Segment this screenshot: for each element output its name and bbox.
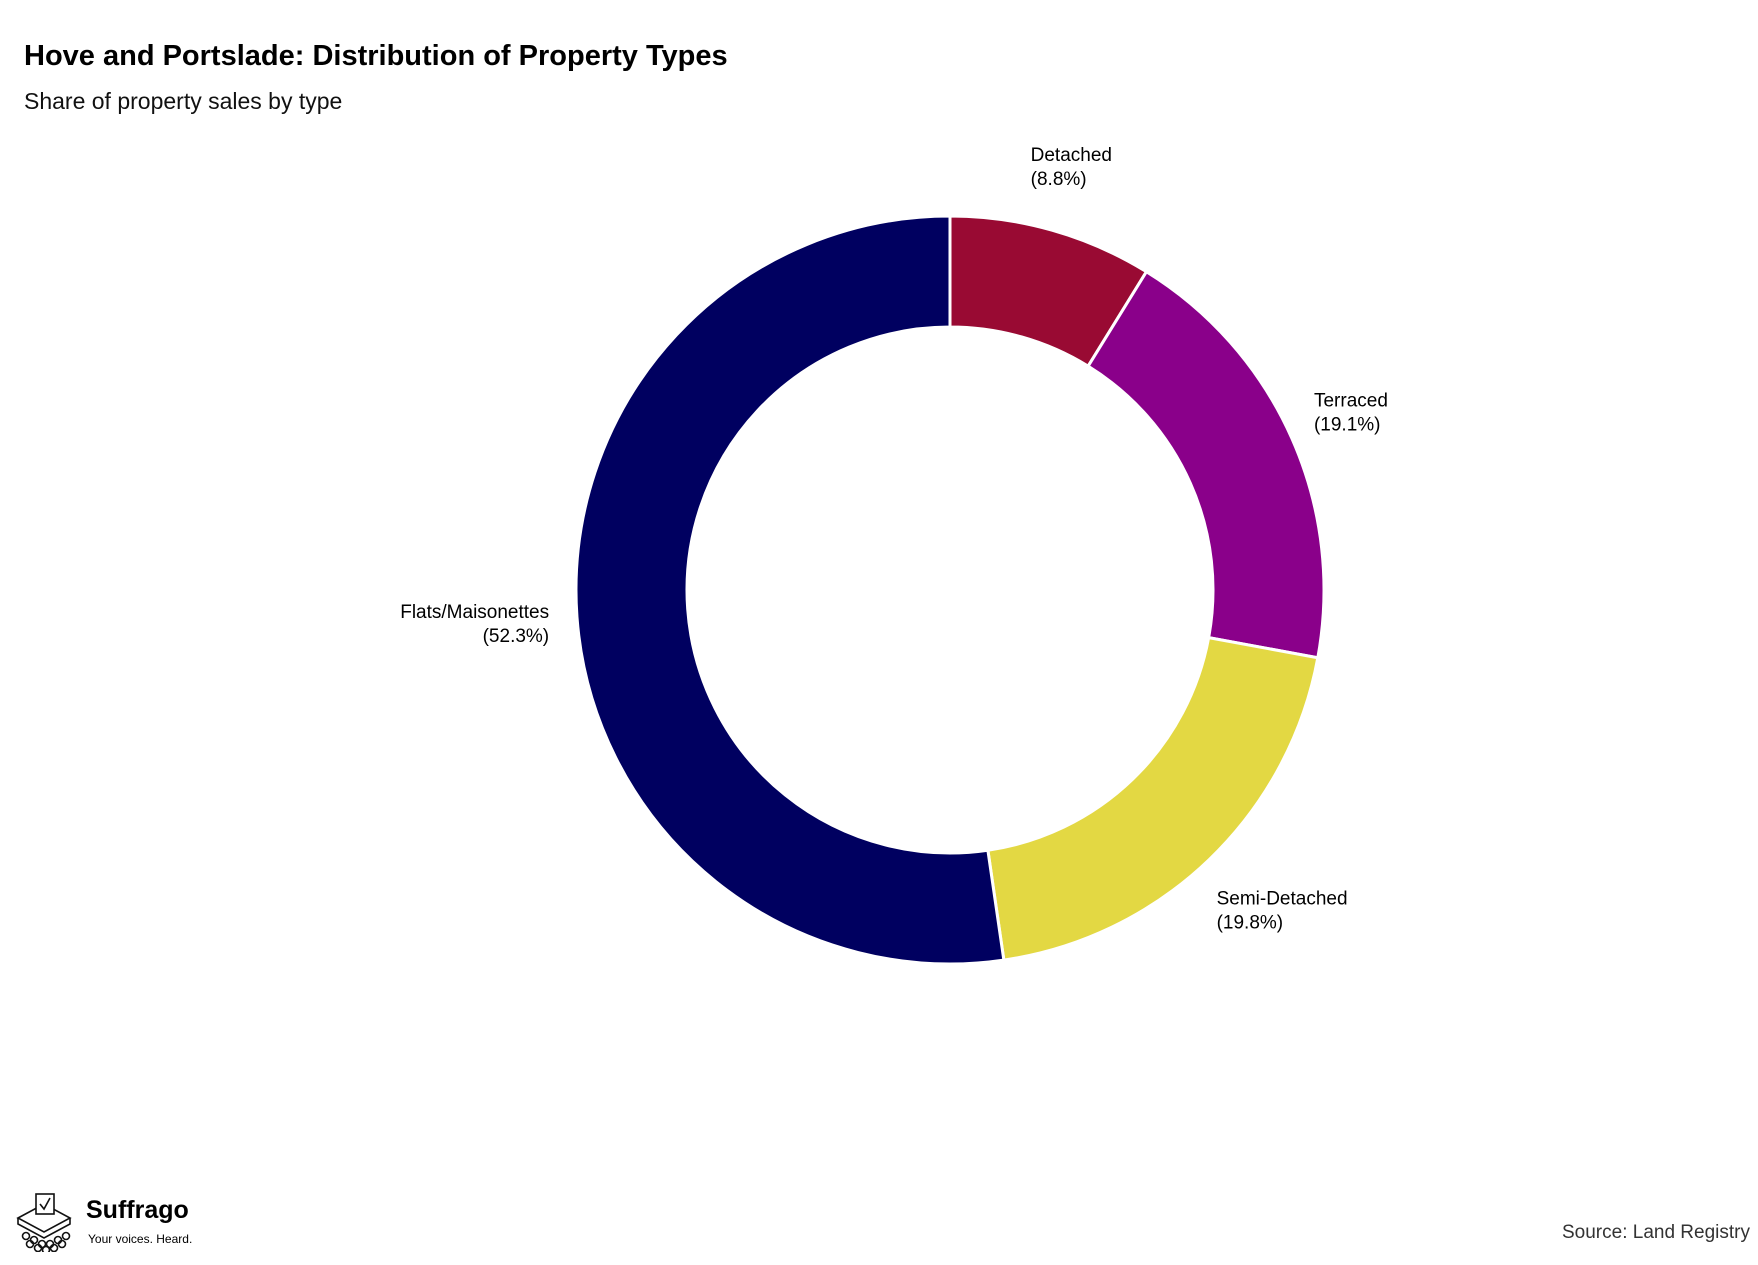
ballot-box-crowd-icon bbox=[16, 1193, 72, 1252]
slice-name-detached: Detached bbox=[1031, 145, 1112, 166]
slice-name-flats-maisonettes: Flats/Maisonettes bbox=[400, 602, 549, 623]
source-note: Source: Land Registry bbox=[1562, 1222, 1750, 1243]
slice-name-semi-detached: Semi-Detached bbox=[1217, 888, 1348, 909]
slice-value-flats-maisonettes: (52.3%) bbox=[483, 626, 550, 647]
brand-name: Suffrago bbox=[86, 1196, 189, 1224]
brand-tagline: Your voices. Heard. bbox=[88, 1232, 193, 1246]
slice-labels: Detached (8.8%) Terraced (19.1%) Semi-Detach… bbox=[400, 145, 1388, 934]
slice-value-semi-detached: (19.8%) bbox=[1217, 912, 1284, 933]
chart-subtitle: Share of property sales by type bbox=[24, 88, 343, 114]
slice-terraced bbox=[1086, 269, 1326, 660]
chart-title: Hove and Portslade: Distribution of Prop… bbox=[24, 40, 728, 72]
slice-value-terraced: (19.1%) bbox=[1314, 415, 1381, 436]
donut-slices bbox=[574, 214, 1326, 966]
slice-name-terraced: Terraced bbox=[1314, 391, 1388, 412]
slice-value-detached: (8.8%) bbox=[1031, 169, 1087, 190]
slice-flats-maisonettes bbox=[574, 214, 1006, 966]
